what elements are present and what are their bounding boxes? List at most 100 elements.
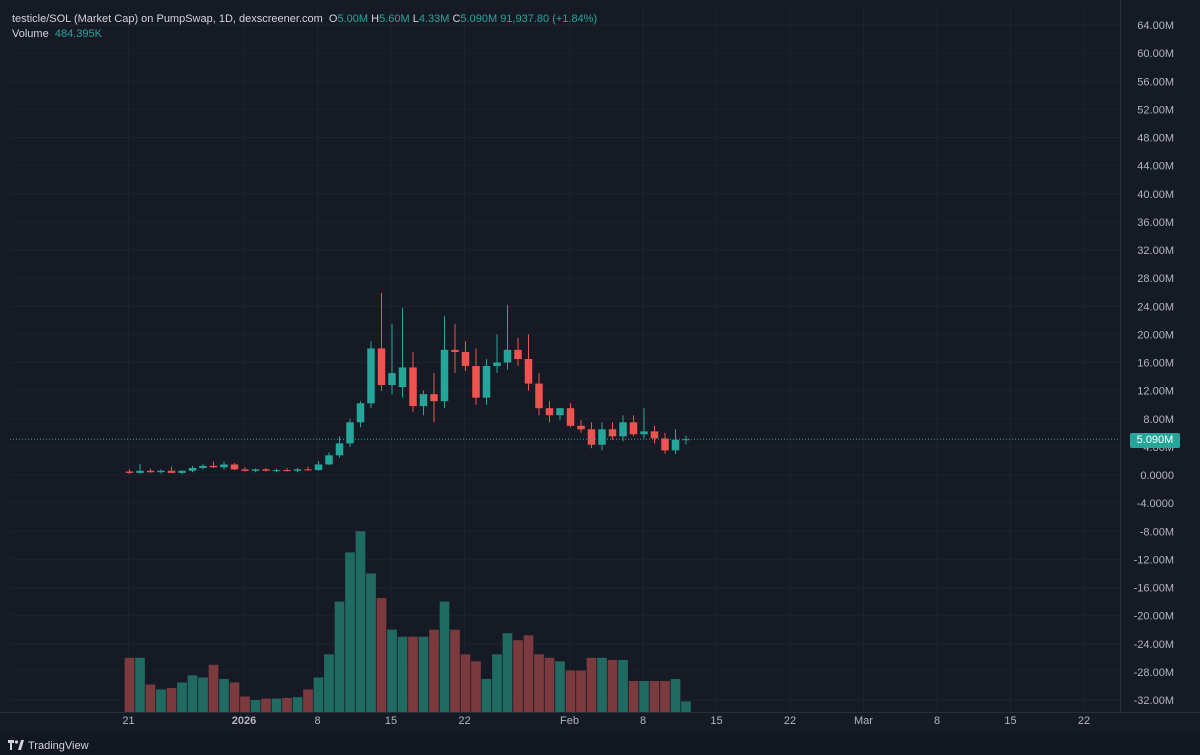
- price-tick-label: 32.00M: [1137, 245, 1174, 257]
- volume-bar: [660, 681, 670, 712]
- volume-bar: [345, 552, 355, 712]
- volume-bar: [355, 531, 366, 712]
- time-tick-label: 21: [122, 715, 134, 727]
- candle-body: [283, 470, 291, 472]
- price-tick-label: 40.00M: [1137, 189, 1174, 201]
- candle-body: [314, 464, 323, 471]
- volume-bar: [513, 640, 523, 712]
- candle-body: [598, 429, 606, 445]
- change-value: 91,937.80 (+1.84%): [500, 13, 598, 25]
- time-tick-label: Mar: [854, 715, 873, 727]
- volume-bar: [166, 688, 177, 712]
- candle-body: [325, 455, 333, 465]
- volume-bar: [418, 636, 429, 712]
- volume-bar: [240, 696, 250, 712]
- price-tick-label: 28.00M: [1137, 273, 1174, 285]
- candle-body: [209, 465, 218, 468]
- candle-body: [388, 373, 396, 385]
- price-tick-label: 24.00M: [1137, 301, 1174, 313]
- volume-bar: [681, 701, 691, 712]
- candle-body: [304, 469, 312, 471]
- candle-body: [409, 367, 417, 407]
- candle-body: [136, 470, 144, 473]
- symbol-title: testicle/SOL (Market Cap) on PumpSwap, 1…: [12, 13, 323, 25]
- candle-body: [199, 465, 207, 468]
- candle-body: [629, 422, 638, 435]
- volume-bar: [492, 654, 502, 712]
- candle-body: [398, 367, 407, 388]
- volume-bar: [460, 654, 471, 712]
- volume-bar: [282, 697, 292, 712]
- candle-body: [241, 469, 249, 471]
- candlesticks: [125, 292, 690, 475]
- candle-body: [661, 438, 669, 451]
- candle-body: [587, 429, 596, 445]
- candle-body: [514, 349, 522, 359]
- volume-value: 484.395K: [54, 28, 102, 40]
- candle-body: [419, 394, 428, 407]
- candle-body: [356, 403, 365, 423]
- volume-label: Volume: [12, 28, 49, 40]
- volume-bar: [576, 670, 586, 712]
- time-tick-label: 22: [1078, 715, 1090, 727]
- volume-bar: [429, 629, 439, 712]
- tradingview-brand-text: TradingView: [28, 740, 89, 752]
- volume-bar: [618, 659, 628, 712]
- candle-body: [367, 348, 375, 404]
- candle-body: [535, 383, 543, 409]
- price-tick-label: -4.0000: [1137, 498, 1174, 510]
- time-tick-label: 8: [640, 715, 646, 727]
- volume-bars: [124, 531, 691, 712]
- volume-bar: [471, 661, 481, 712]
- candle-body: [577, 425, 585, 430]
- volume-bar: [198, 677, 208, 712]
- candle-body: [188, 467, 197, 471]
- candle-body: [335, 443, 344, 456]
- price-tick-label: 8.00M: [1143, 414, 1174, 426]
- volume-bar: [639, 681, 649, 712]
- candle-body: [262, 469, 270, 471]
- tradingview-icon: [8, 739, 24, 753]
- volume-bar: [324, 654, 334, 712]
- price-tick-label: 56.00M: [1137, 76, 1174, 88]
- volume-bar: [481, 678, 492, 712]
- volume-bar: [607, 659, 618, 712]
- time-tick-label: Feb: [560, 715, 579, 727]
- high-label: H: [371, 13, 380, 25]
- candle-body: [524, 358, 533, 384]
- close-value: 5.090M: [460, 13, 498, 25]
- legend-row-volume: Volume 484.395K: [12, 27, 597, 42]
- price-tick-label: -32.00M: [1134, 695, 1174, 707]
- volume-bar: [334, 601, 345, 712]
- price-tick-label: 44.00M: [1137, 161, 1174, 173]
- volume-bar: [261, 698, 271, 712]
- open-label: O: [328, 13, 338, 25]
- legend-row-price: testicle/SOL (Market Cap) on PumpSwap, 1…: [12, 12, 597, 27]
- volume-bar: [219, 678, 229, 712]
- price-tick-label: -20.00M: [1134, 611, 1174, 623]
- price-tick-label: 48.00M: [1137, 133, 1174, 145]
- volume-bar: [387, 629, 397, 712]
- price-tick-label: 12.00M: [1137, 386, 1174, 398]
- candle-body: [556, 408, 564, 416]
- candle-body: [230, 464, 239, 470]
- volume-bar: [292, 697, 303, 712]
- candle-body: [472, 366, 480, 398]
- candle-body: [545, 408, 554, 416]
- price-tick-label: 16.00M: [1137, 358, 1174, 370]
- volume-bar: [135, 657, 145, 712]
- price-tick-label: 36.00M: [1137, 217, 1174, 229]
- volume-bar: [366, 573, 376, 712]
- low-label: L: [412, 13, 419, 25]
- grid-lines: [10, 8, 1120, 712]
- volume-bar: [303, 689, 313, 712]
- candle-body: [608, 429, 617, 437]
- candle-body: [272, 470, 281, 472]
- candle-body: [493, 362, 501, 367]
- volume-bar: [187, 675, 198, 712]
- price-tick-label: 0.0000: [1140, 470, 1174, 482]
- candle-body: [178, 470, 186, 473]
- tradingview-logo[interactable]: TradingView: [8, 739, 89, 753]
- price-tick-label: -12.00M: [1134, 554, 1174, 566]
